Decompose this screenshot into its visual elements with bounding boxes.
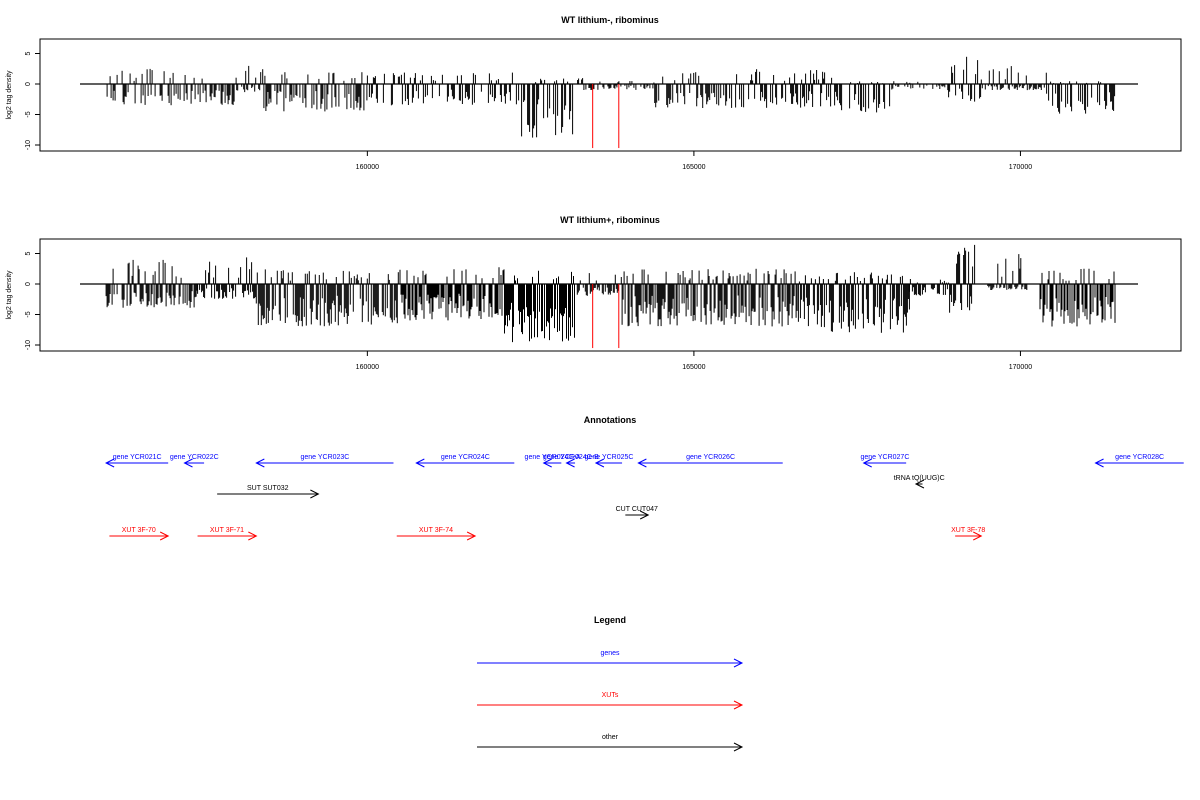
signal-bars — [106, 56, 1116, 138]
feature-gene: gene YCR024C-B — [543, 454, 599, 468]
feature-label: XUT 3F-71 — [210, 527, 244, 534]
arrow-head — [105, 458, 115, 468]
y-tick-label: -10 — [25, 140, 32, 150]
x-tick-label: 170000 — [1009, 364, 1032, 371]
arrow-head — [639, 510, 650, 520]
feature-gene: gene YCR028C — [1094, 454, 1184, 468]
x-axis: 160000 165000 170000 — [356, 151, 1032, 171]
y-tick-label: -5 — [25, 311, 32, 317]
feature-other: CUT CUT047 — [616, 506, 658, 520]
feature-label: XUT 3F-70 — [122, 527, 156, 534]
marker-lines — [592, 284, 620, 349]
arrow-head — [973, 531, 983, 541]
arrow-head — [415, 458, 425, 468]
arrow-head — [1094, 458, 1104, 468]
arrow-head — [248, 531, 258, 541]
feature-label: SUT SUT032 — [247, 485, 289, 492]
feature-gene: gene YCR022C — [170, 454, 219, 468]
feature-label: gene YCR027C — [860, 454, 909, 461]
legend-items: genes XUTs other — [477, 650, 744, 752]
feature-xut: XUT 3F-71 — [197, 527, 258, 541]
feature-label: gene YCR026C — [686, 454, 735, 461]
y-tick-label: 5 — [25, 51, 32, 55]
arrow-head — [594, 458, 605, 468]
arrow-head — [637, 458, 647, 468]
y-axis: -10 -5 0 5 — [25, 251, 40, 350]
feature-label: tRNA tQ(UUG)C — [894, 475, 945, 482]
marker-lines — [592, 84, 620, 149]
x-tick-label: 160000 — [356, 164, 379, 171]
arrow-head — [914, 479, 925, 489]
feature-other: SUT SUT032 — [217, 485, 320, 499]
feature-other: tRNA tQ(UUG)C — [894, 475, 945, 489]
plot-frame — [39, 38, 1182, 152]
feature-list: gene YCR021C gene YCR022C gene YCR023C gene… — [105, 454, 1184, 541]
x-axis: 160000 165000 170000 — [356, 351, 1032, 371]
feature-label: CUT CUT047 — [616, 506, 658, 513]
legend-item: XUTs — [477, 692, 744, 710]
x-tick-label: 165000 — [682, 364, 705, 371]
feature-label: gene YCR024C — [441, 454, 490, 461]
feature-label: gene YCR028C — [1115, 454, 1164, 461]
arrow-head — [466, 531, 477, 541]
arrow-head — [862, 458, 872, 468]
signal-panel-lithium-plus: WT lithium+, ribominus log2 tag density … — [6, 215, 1182, 371]
x-tick-label: 170000 — [1009, 164, 1032, 171]
feature-gene: gene YCR027C — [860, 454, 909, 468]
arrow-head — [733, 700, 744, 710]
arrow-head — [542, 458, 552, 468]
feature-gene: gene YCR024C-A — [525, 454, 581, 468]
x-tick-label: 160000 — [356, 364, 379, 371]
annotations-title: Annotations — [584, 415, 637, 425]
arrow-head — [159, 531, 170, 541]
legend: Legend genes XUTs other — [477, 615, 744, 752]
y-axis-label: log2 tag density — [6, 70, 13, 120]
feature-label: gene YCR025C — [585, 454, 634, 461]
x-tick-label: 165000 — [682, 164, 705, 171]
legend-item: other — [477, 734, 744, 752]
panel-title: WT lithium-, ribominus — [561, 15, 659, 25]
y-tick-label: -5 — [25, 111, 32, 117]
legend-label: XUTs — [602, 692, 619, 699]
legend-label: other — [602, 734, 619, 741]
feature-label: gene YCR021C — [113, 454, 162, 461]
feature-label: gene YCR022C — [170, 454, 219, 461]
feature-label: XUT 3F-74 — [419, 527, 453, 534]
legend-label: genes — [600, 650, 620, 657]
arrow-head — [733, 742, 744, 752]
feature-gene: gene YCR023C — [255, 454, 394, 468]
feature-xut: XUT 3F-70 — [109, 527, 170, 541]
feature-gene: gene YCR026C — [637, 454, 783, 468]
feature-label: gene YCR024C-B — [543, 454, 599, 461]
y-tick-label: 0 — [25, 282, 32, 286]
y-tick-label: -10 — [25, 340, 32, 350]
feature-xut: XUT 3F-74 — [396, 527, 477, 541]
panel-title: WT lithium+, ribominus — [560, 215, 660, 225]
arrow-head — [565, 458, 575, 468]
arrow-head — [183, 458, 193, 468]
feature-label: XUT 3F-78 — [951, 527, 985, 534]
y-tick-label: 5 — [25, 251, 32, 255]
arrow-head — [733, 658, 744, 668]
legend-title: Legend — [594, 615, 626, 625]
feature-gene: gene YCR024C — [415, 454, 515, 468]
legend-item: genes — [477, 650, 744, 668]
plot-frame — [39, 238, 1182, 352]
feature-xut: XUT 3F-78 — [951, 527, 985, 541]
feature-label: gene YCR023C — [300, 454, 349, 461]
y-axis-label: log2 tag density — [6, 270, 13, 320]
y-axis: -10 -5 0 5 — [25, 51, 40, 150]
signal-bars — [105, 244, 1116, 343]
annotation-track: Annotations gene YCR021C gene YCR022C gene… — [105, 415, 1184, 541]
feature-gene: gene YCR025C — [585, 454, 634, 468]
arrow-head — [310, 489, 320, 499]
signal-panel-lithium-minus: WT lithium-, ribominus log2 tag density … — [6, 15, 1182, 171]
feature-label: gene YCR024C-A — [525, 454, 581, 461]
y-tick-label: 0 — [25, 82, 32, 86]
feature-gene: gene YCR021C — [105, 454, 169, 468]
arrow-head — [255, 458, 265, 468]
